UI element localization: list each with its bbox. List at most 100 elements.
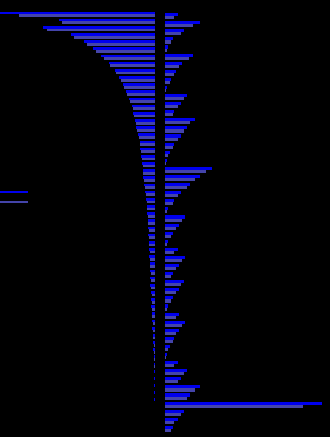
- Bar: [151, 298, 155, 301]
- Bar: [165, 280, 184, 283]
- Bar: [165, 97, 184, 100]
- Bar: [150, 258, 155, 260]
- Bar: [44, 26, 155, 29]
- Bar: [150, 284, 155, 287]
- Bar: [150, 272, 155, 275]
- Bar: [165, 388, 195, 392]
- Bar: [165, 78, 171, 81]
- Bar: [124, 86, 155, 89]
- Bar: [165, 321, 185, 324]
- Bar: [165, 49, 167, 52]
- Bar: [93, 48, 155, 50]
- Bar: [87, 43, 155, 46]
- Bar: [154, 363, 155, 365]
- Bar: [130, 101, 155, 103]
- Bar: [165, 264, 179, 267]
- Bar: [133, 108, 155, 110]
- Bar: [147, 205, 155, 208]
- Bar: [133, 112, 155, 114]
- Bar: [165, 121, 190, 125]
- Bar: [165, 142, 175, 146]
- Bar: [149, 248, 155, 251]
- Bar: [165, 361, 178, 364]
- Bar: [165, 81, 170, 84]
- Bar: [165, 356, 166, 359]
- Bar: [165, 243, 167, 246]
- Bar: [134, 114, 155, 118]
- Bar: [0, 12, 155, 14]
- Bar: [149, 255, 155, 258]
- Bar: [126, 90, 155, 93]
- Bar: [62, 21, 155, 24]
- Bar: [136, 122, 155, 125]
- Bar: [165, 232, 173, 235]
- Bar: [165, 272, 173, 275]
- Bar: [138, 133, 155, 136]
- Bar: [116, 72, 155, 74]
- Bar: [137, 129, 155, 132]
- Bar: [151, 287, 155, 289]
- Bar: [152, 315, 155, 318]
- Bar: [165, 21, 200, 24]
- Bar: [154, 391, 155, 394]
- Bar: [165, 170, 206, 173]
- Bar: [165, 393, 190, 396]
- Bar: [165, 210, 167, 214]
- Bar: [165, 151, 170, 154]
- Bar: [165, 207, 168, 210]
- Bar: [104, 57, 155, 60]
- Bar: [165, 377, 181, 380]
- Bar: [165, 248, 178, 251]
- Bar: [153, 355, 155, 358]
- Bar: [165, 178, 195, 181]
- Bar: [165, 380, 178, 383]
- Bar: [165, 396, 187, 399]
- Bar: [154, 384, 155, 387]
- Bar: [165, 291, 176, 295]
- Bar: [165, 283, 181, 286]
- Bar: [153, 336, 155, 340]
- Bar: [165, 372, 184, 375]
- Bar: [75, 36, 155, 38]
- Bar: [165, 57, 188, 60]
- Bar: [119, 76, 155, 79]
- Bar: [165, 235, 171, 238]
- Bar: [165, 159, 167, 162]
- Bar: [165, 348, 168, 351]
- Bar: [142, 162, 155, 165]
- Bar: [153, 329, 155, 332]
- Bar: [165, 308, 167, 311]
- Bar: [165, 41, 171, 44]
- Bar: [152, 319, 155, 323]
- Bar: [0, 201, 28, 203]
- Bar: [165, 227, 176, 230]
- Bar: [165, 345, 170, 348]
- Bar: [165, 113, 173, 116]
- Bar: [150, 251, 155, 253]
- Bar: [165, 54, 193, 57]
- Bar: [165, 369, 187, 372]
- Bar: [127, 93, 155, 96]
- Bar: [152, 334, 155, 336]
- Bar: [153, 341, 155, 344]
- Bar: [151, 305, 155, 308]
- Bar: [146, 194, 155, 196]
- Bar: [165, 385, 200, 388]
- Bar: [165, 240, 168, 243]
- Bar: [147, 212, 155, 215]
- Bar: [148, 241, 155, 243]
- Bar: [165, 199, 175, 202]
- Bar: [165, 426, 173, 429]
- Bar: [150, 270, 155, 272]
- Bar: [148, 215, 155, 218]
- Bar: [144, 172, 155, 175]
- Bar: [165, 70, 176, 73]
- Bar: [154, 365, 155, 368]
- Bar: [96, 50, 155, 53]
- Bar: [165, 364, 175, 367]
- Bar: [165, 413, 181, 416]
- Bar: [110, 65, 155, 67]
- Bar: [165, 126, 187, 129]
- Bar: [151, 294, 155, 296]
- Bar: [165, 191, 181, 194]
